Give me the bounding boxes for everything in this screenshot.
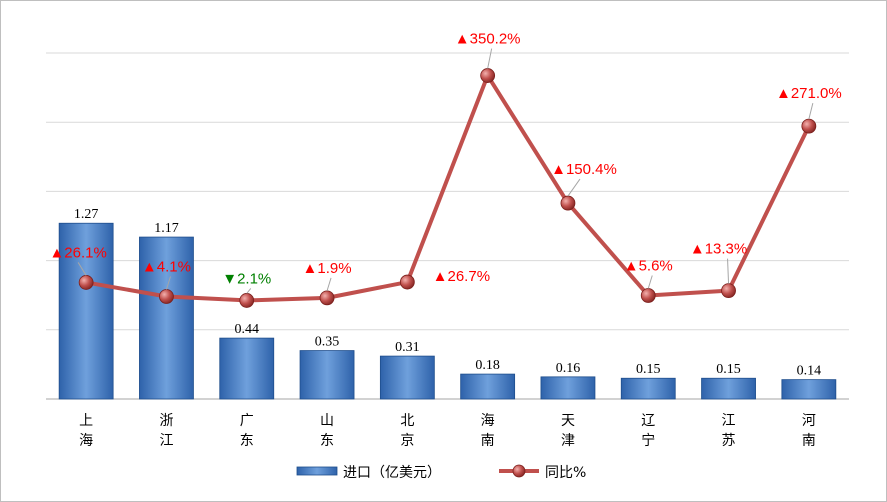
line-marker xyxy=(640,288,656,303)
legend-bar-swatch xyxy=(296,466,338,476)
category-label: 浙 xyxy=(159,413,173,429)
line-marker xyxy=(721,283,736,298)
line-marker xyxy=(159,289,174,304)
bar-value-label: 0.14 xyxy=(797,364,822,379)
growth-label: ▲150.4% xyxy=(551,161,617,178)
bar xyxy=(58,222,114,400)
bar xyxy=(620,377,676,400)
category-label: 江 xyxy=(722,413,736,429)
category-label: 河 xyxy=(802,413,816,429)
category-label: 苏 xyxy=(722,433,736,449)
category-label: 南 xyxy=(481,433,495,449)
bar-value-label: 0.16 xyxy=(556,361,581,376)
leader-line xyxy=(647,275,653,289)
bar-value-label: 0.31 xyxy=(395,340,420,355)
bar-value-label: 0.44 xyxy=(235,322,260,337)
leader-line xyxy=(727,258,730,284)
growth-label: ▲1.9% xyxy=(303,260,352,277)
bar-value-label: 1.27 xyxy=(74,207,99,222)
bar-series xyxy=(58,222,837,400)
bar xyxy=(701,377,756,400)
leader-line xyxy=(326,277,332,292)
growth-label: ▲4.1% xyxy=(142,258,191,275)
bar-value-label: 0.15 xyxy=(636,362,661,377)
bar xyxy=(139,236,194,400)
bar-value-label: 1.17 xyxy=(154,221,179,236)
leader-line xyxy=(808,102,814,120)
growth-label: ▲271.0% xyxy=(776,85,842,102)
bar xyxy=(219,337,275,400)
bar xyxy=(379,355,435,400)
line-marker xyxy=(399,274,415,290)
growth-label: ▲350.2% xyxy=(455,31,521,48)
leader-line xyxy=(165,276,171,290)
category-label: 山 xyxy=(320,413,334,429)
category-label: 东 xyxy=(240,433,254,449)
line-marker xyxy=(560,195,576,211)
growth-line xyxy=(85,73,811,303)
leader-line xyxy=(246,288,252,294)
bar xyxy=(460,373,516,400)
category-label: 南 xyxy=(802,433,816,449)
category-label: 上 xyxy=(79,413,93,429)
data-labels: 1.27 1.17 0.44 0.35 0.31 0.18 0.16 0.15 0.15 0.14… xyxy=(49,31,841,379)
growth-label: ▲13.3% xyxy=(690,241,747,258)
category-label: 北 xyxy=(400,413,414,429)
legend-line-marker xyxy=(512,464,526,478)
growth-label: ▼2.1% xyxy=(222,270,271,287)
legend: 进口（亿美元） 同比% xyxy=(296,464,586,481)
bar xyxy=(781,379,837,400)
bar-value-label: 0.18 xyxy=(475,358,500,373)
category-label: 天 xyxy=(561,413,575,429)
legend-bar-label: 进口（亿美元） xyxy=(343,465,441,481)
growth-label: ▲26.7% xyxy=(433,268,490,285)
category-label: 津 xyxy=(561,433,575,449)
line-marker xyxy=(319,290,335,306)
legend-line-label: 同比% xyxy=(545,465,586,481)
leader-line xyxy=(487,48,493,69)
line-marker xyxy=(480,68,496,83)
bar-value-label: 0.15 xyxy=(716,362,741,377)
leader-line xyxy=(77,262,87,276)
category-label: 东 xyxy=(320,433,334,449)
bar-value-label: 0.35 xyxy=(315,335,340,350)
category-label: 辽 xyxy=(641,413,655,429)
category-label: 宁 xyxy=(641,432,655,449)
category-label: 海 xyxy=(481,413,495,429)
line-marker xyxy=(239,293,255,308)
growth-label: ▲26.1% xyxy=(49,244,106,261)
bar xyxy=(299,350,355,400)
bar xyxy=(540,376,596,400)
growth-label: ▲5.6% xyxy=(624,258,673,275)
category-label: 江 xyxy=(159,433,173,449)
category-label: 广 xyxy=(240,413,254,429)
category-label: 京 xyxy=(400,433,414,449)
line-marker xyxy=(78,275,94,290)
leader-line xyxy=(567,178,581,197)
category-label: 海 xyxy=(79,433,93,449)
line-marker xyxy=(801,118,817,134)
